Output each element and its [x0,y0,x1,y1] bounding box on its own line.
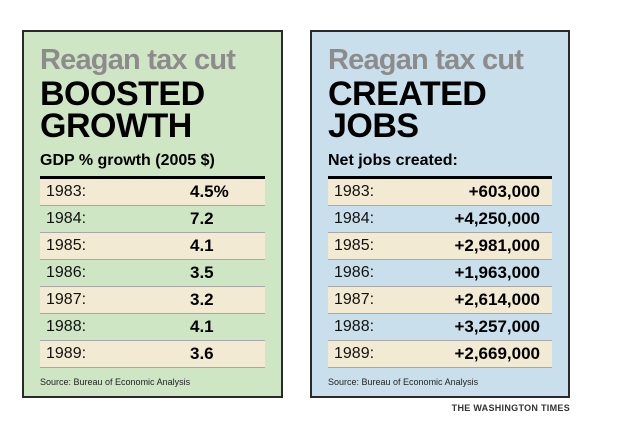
jobs-table-row: 1988: +3,257,000 [328,314,552,341]
gdp-table-row: 1983: 4.5% [40,179,265,206]
jobs-row-year: 1989: [334,345,375,362]
jobs-table-row: 1986: +1,963,000 [328,260,552,287]
gdp-row-value: 4.1 [190,236,214,255]
jobs-source-note: Source: Bureau of Economic Analysis [328,377,479,387]
publisher-credit: THE WASHINGTON TIMES [451,403,570,413]
jobs-panel-subhead: Net jobs created: [328,152,458,169]
jobs-table: 1983: +603,000 1984: +4,250,000 1985: +2,981,… [328,176,552,368]
gdp-row-year: 1984: [46,210,87,227]
gdp-row-year: 1986: [46,264,87,281]
jobs-row-value: +603,000 [468,182,540,201]
jobs-row-year: 1983: [334,183,375,200]
gdp-headline-line2: GROWTH [40,107,192,145]
gdp-growth-panel: Reagan tax cut BOOSTED GROWTH GDP % grow… [22,30,283,398]
gdp-headline-line1: BOOSTED [40,75,205,113]
gdp-row-value: 7.2 [190,209,214,228]
jobs-row-year: 1985: [334,237,375,254]
gdp-source-note: Source: Bureau of Economic Analysis [40,377,191,387]
gdp-panel-subhead: GDP % growth (2005 $) [40,152,215,169]
gdp-table-row: 1984: 7.2 [40,206,265,233]
gdp-row-year: 1983: [46,183,87,200]
jobs-headline-line2: JOBS [328,107,419,145]
jobs-row-value: +2,669,000 [454,344,540,363]
jobs-created-panel: Reagan tax cut CREATED JOBS Net jobs cre… [310,30,570,398]
gdp-row-value: 3.6 [190,344,214,363]
gdp-panel-eyebrow: Reagan tax cut [40,44,236,76]
gdp-table-row: 1987: 3.2 [40,287,265,314]
gdp-row-value: 3.2 [190,290,214,309]
jobs-row-year: 1987: [334,291,375,308]
jobs-table-row: 1987: +2,614,000 [328,287,552,314]
gdp-row-year: 1988: [46,318,87,335]
jobs-row-year: 1984: [334,210,375,227]
gdp-panel-headline: BOOSTED GROWTH [40,75,205,145]
gdp-row-value: 4.5% [190,182,229,201]
gdp-table-row: 1986: 3.5 [40,260,265,287]
gdp-table-row: 1985: 4.1 [40,233,265,260]
jobs-table-row: 1983: +603,000 [328,179,552,206]
jobs-panel-eyebrow: Reagan tax cut [328,44,524,76]
gdp-table-row: 1988: 4.1 [40,314,265,341]
gdp-table-row: 1989: 3.6 [40,341,265,368]
gdp-row-value: 4.1 [190,317,214,336]
jobs-row-value: +2,981,000 [454,236,540,255]
jobs-table-row: 1989: +2,669,000 [328,341,552,368]
gdp-row-year: 1985: [46,237,87,254]
gdp-row-year: 1989: [46,345,87,362]
jobs-panel-headline: CREATED JOBS [328,75,487,145]
jobs-table-row: 1985: +2,981,000 [328,233,552,260]
jobs-headline-line1: CREATED [328,75,487,113]
jobs-row-value: +4,250,000 [454,209,540,228]
jobs-row-value: +3,257,000 [454,317,540,336]
gdp-row-year: 1987: [46,291,87,308]
jobs-table-row: 1984: +4,250,000 [328,206,552,233]
jobs-row-value: +1,963,000 [454,263,540,282]
jobs-row-value: +2,614,000 [454,290,540,309]
gdp-row-value: 3.5 [190,263,214,282]
jobs-row-year: 1988: [334,318,375,335]
gdp-table: 1983: 4.5% 1984: 7.2 1985: 4.1 1986: 3.5 1987: 3.… [40,176,265,368]
jobs-row-year: 1986: [334,264,375,281]
